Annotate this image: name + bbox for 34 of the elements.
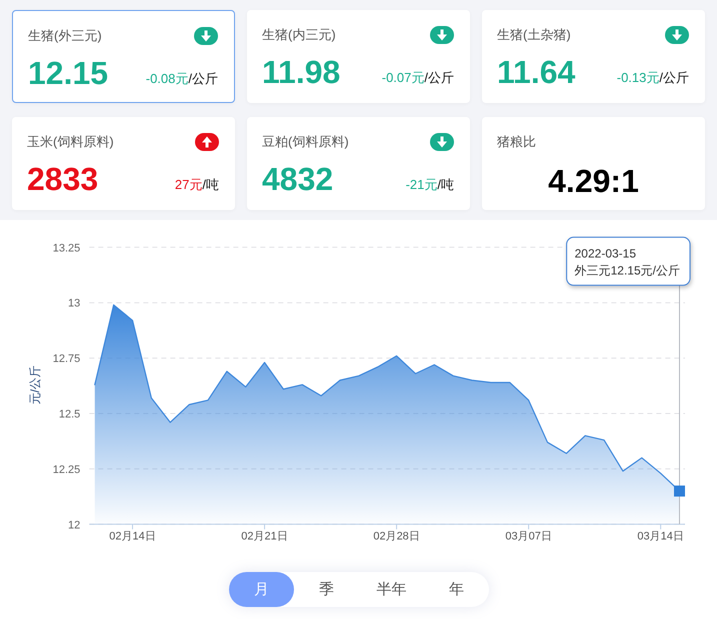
text: -21元/吨: [406, 177, 454, 192]
text: 11.98: [262, 53, 340, 91]
text: -0.07元/公斤: [382, 70, 454, 85]
text: -0.13元/公斤: [616, 70, 689, 85]
y-tick-label: 12.5: [58, 408, 80, 420]
text: 4832: [262, 160, 334, 198]
text: 年: [448, 580, 465, 600]
text: 玉米(饲料原料): [27, 133, 114, 151]
text: 12.15: [28, 54, 108, 92]
text: 生猪(内三元): [262, 26, 336, 44]
y-tick-label: 12.25: [52, 464, 80, 476]
text: 生猪(土杂猪): [497, 26, 571, 44]
text: 27元/吨: [174, 177, 219, 192]
x-tick-label: 03月07日: [505, 530, 552, 542]
annotation: 2022-03-15 外三元12.15元/公斤: [574, 246, 680, 278]
x-tick-label: 02月21日: [241, 530, 288, 542]
text: 4.29:1: [547, 162, 640, 200]
text: 2833: [27, 160, 98, 198]
text: 半年: [376, 580, 408, 600]
y-axis-title: 元/公斤: [28, 365, 42, 405]
x-tick-label: 03月14日: [637, 530, 684, 542]
text: 生猪(外三元): [28, 27, 102, 45]
text: 11.64: [497, 53, 576, 91]
y-tick-label: 13: [68, 298, 80, 310]
text: 猪粮比: [497, 133, 536, 151]
text: -0.08元/公斤: [146, 71, 218, 86]
text: 月: [229, 572, 294, 607]
text: 豆粕(饲料原料): [262, 133, 349, 151]
x-tick-label: 02月14日: [109, 530, 156, 542]
x-tick-label: 02月28日: [373, 530, 420, 542]
y-tick-label: 13.25: [52, 242, 80, 254]
y-tick-label: 12.75: [52, 353, 80, 366]
y-tick-label: 12: [68, 519, 80, 532]
text: 季: [318, 580, 335, 600]
